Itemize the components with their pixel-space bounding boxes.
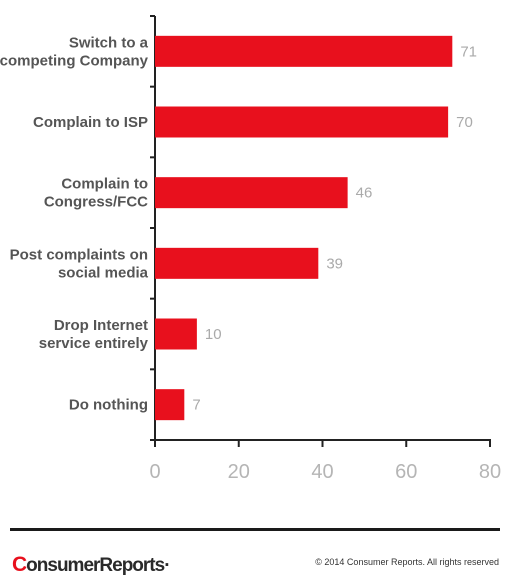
value-label: 39 <box>326 255 343 272</box>
copyright-notice: © 2014 Consumer Reports. All rights rese… <box>315 557 499 567</box>
x-tick-label: 40 <box>311 461 333 483</box>
bar <box>155 35 453 67</box>
x-tick-label: 80 <box>479 461 501 483</box>
value-label: 7 <box>192 397 200 414</box>
bar <box>155 247 319 279</box>
bar <box>155 106 449 138</box>
category-label: Congress/FCC <box>44 194 148 211</box>
category-label: Switch to a <box>69 34 149 51</box>
x-tick-label: 20 <box>228 461 250 483</box>
value-label: 71 <box>460 43 477 60</box>
footer-divider <box>10 528 500 531</box>
bar <box>155 389 185 421</box>
consumer-reports-logo: ConsumerReports· <box>12 553 171 576</box>
bar <box>155 177 348 209</box>
value-label: 70 <box>456 114 473 131</box>
category-label: competing Company <box>0 52 149 69</box>
category-label: service entirely <box>39 335 149 352</box>
category-label: Do nothing <box>69 397 148 414</box>
category-label: Complain to <box>61 176 148 193</box>
value-label: 46 <box>356 185 373 202</box>
category-label: social media <box>58 264 149 281</box>
x-tick-label: 60 <box>395 461 417 483</box>
category-label: Drop Internet <box>54 317 148 334</box>
value-label: 10 <box>205 326 222 343</box>
category-label: Complain to ISP <box>33 114 148 131</box>
category-label: Post complaints on <box>10 246 148 263</box>
bar <box>155 318 197 350</box>
x-tick-label: 0 <box>149 461 160 483</box>
